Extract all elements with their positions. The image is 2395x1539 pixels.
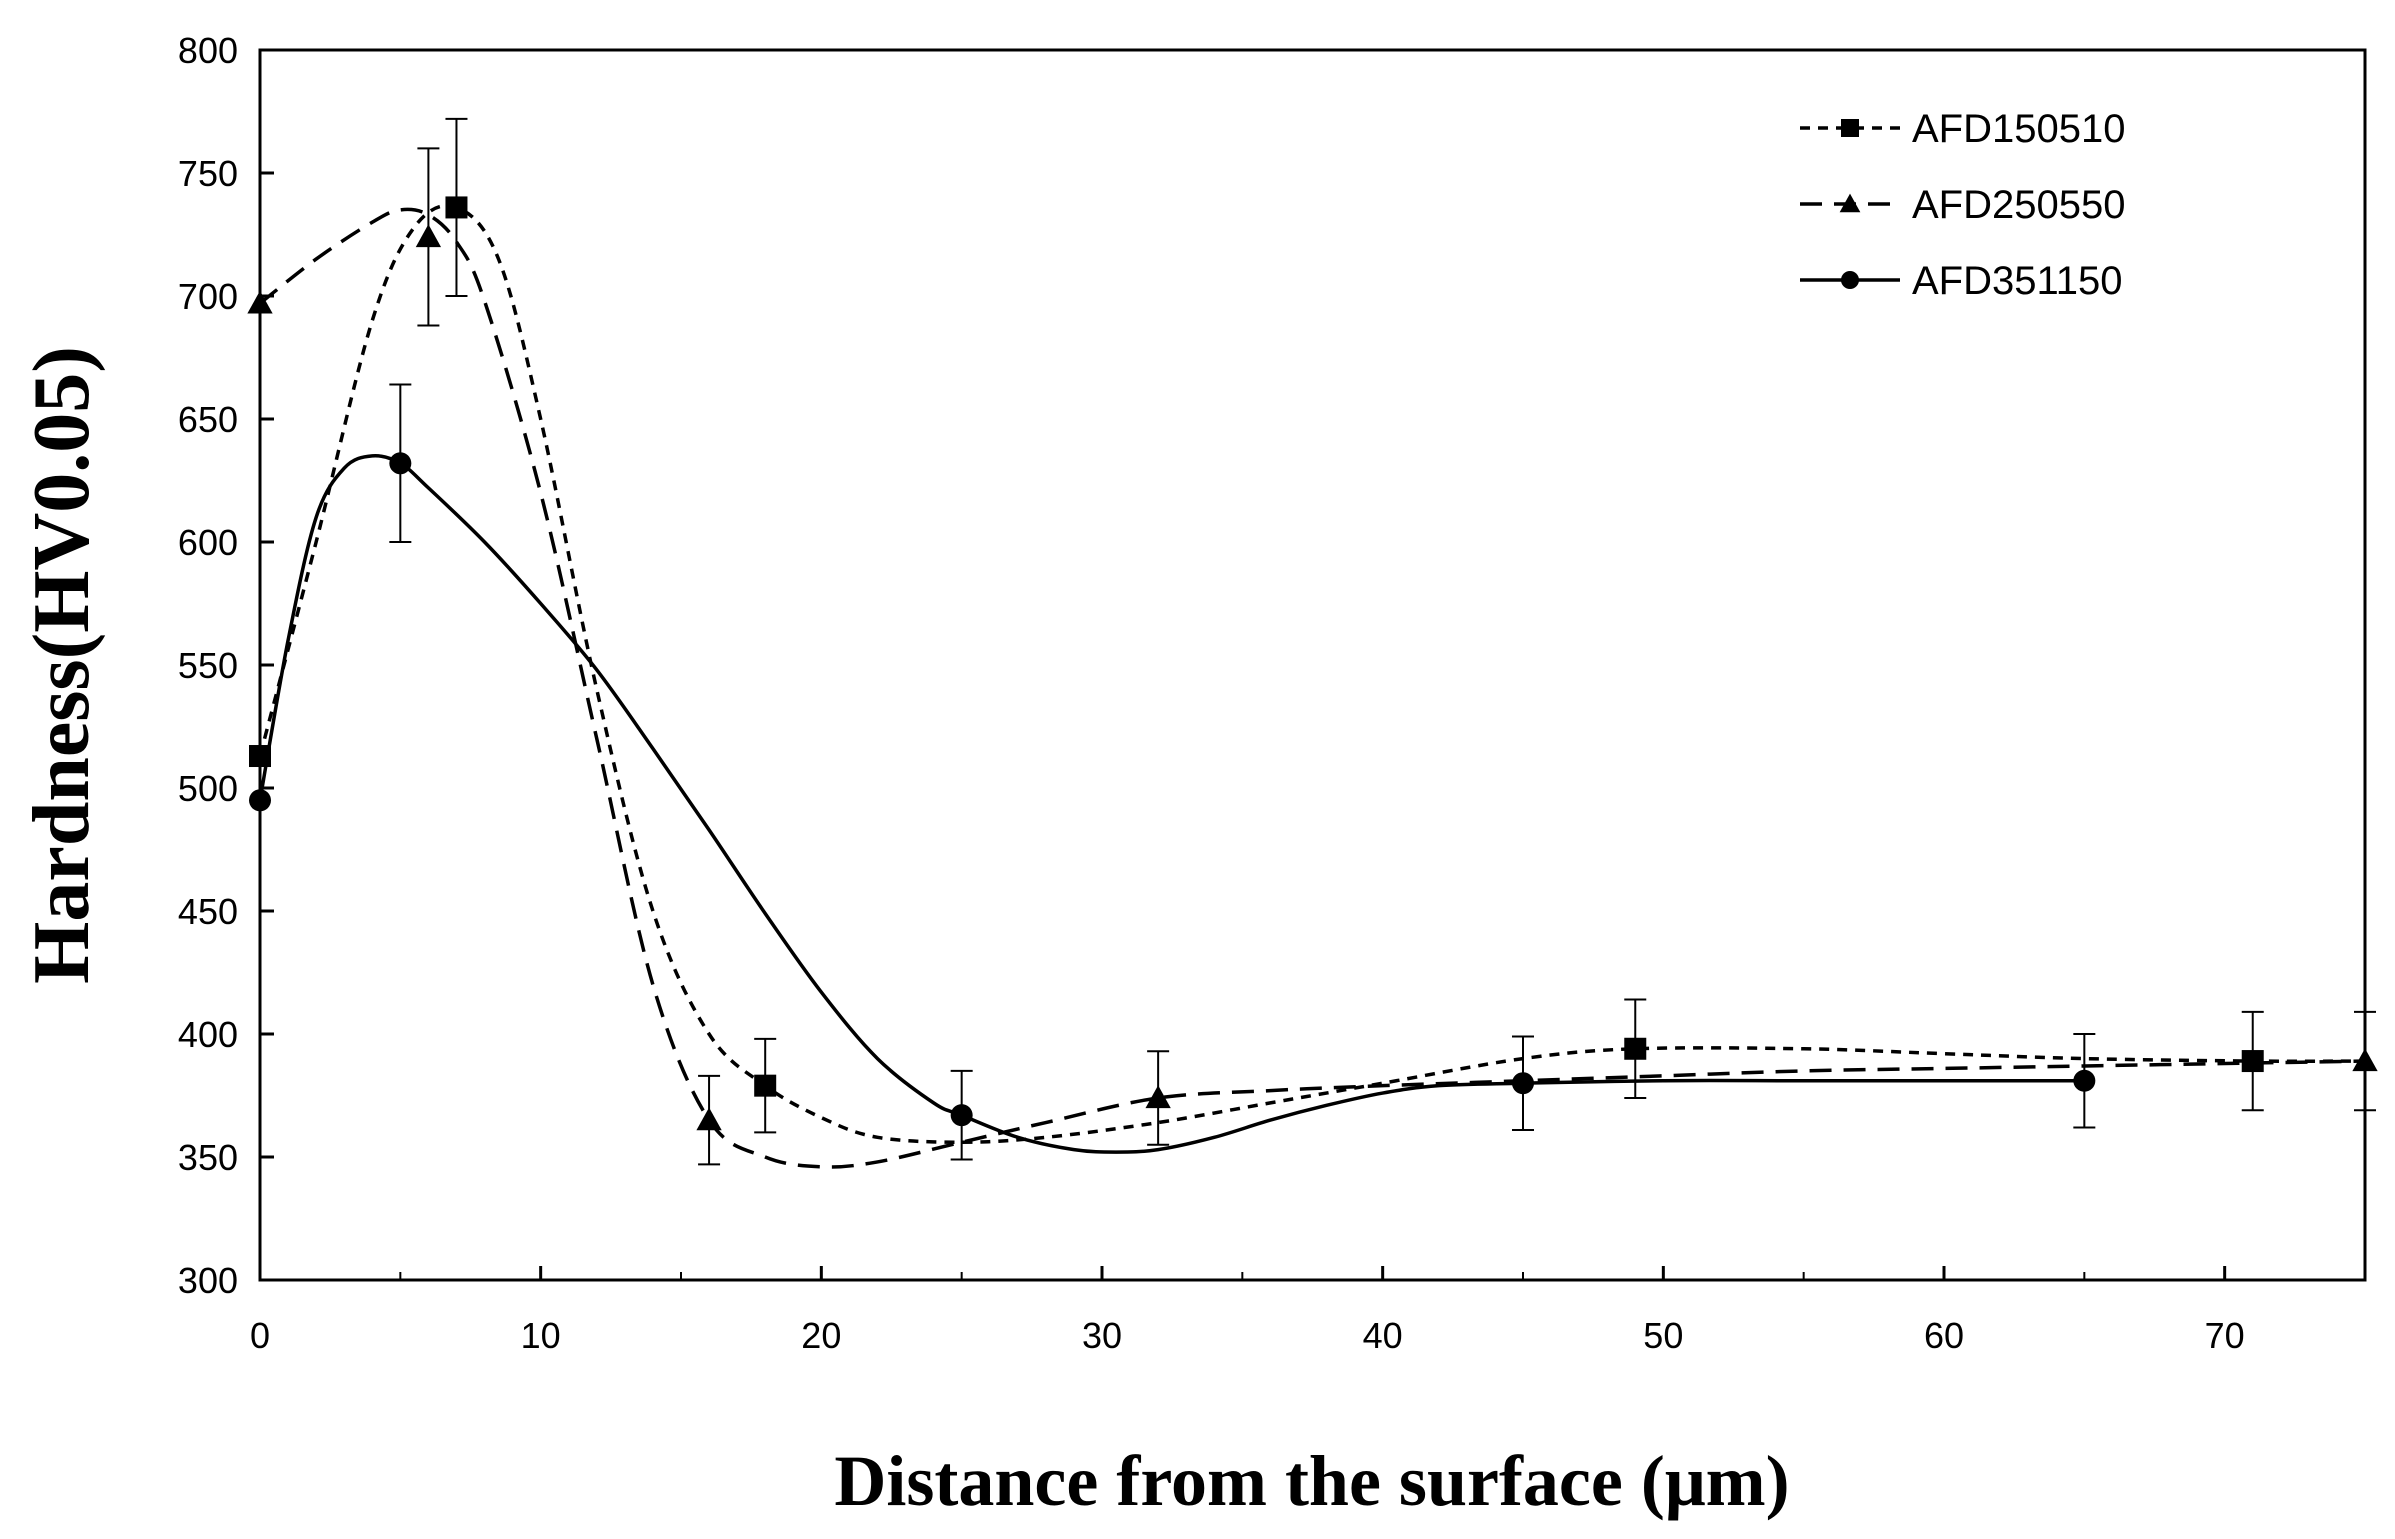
data-markers — [247, 196, 2378, 1131]
legend-label-afd250550: AFD250550 — [1912, 183, 2125, 227]
legend-label-afd150510: AFD150510 — [1912, 107, 2125, 151]
data-point-afd351150 — [2073, 1069, 2096, 1092]
data-point-afd150510 — [1624, 1037, 1647, 1060]
plot-area — [258, 48, 2367, 1282]
y-tick-label: 550 — [178, 645, 238, 686]
x-axis-title: Distance from the surface (μm) — [834, 1441, 1789, 1521]
y-tick-label: 450 — [178, 891, 238, 932]
x-tick-label: 10 — [521, 1315, 561, 1356]
legend-marker-afd351150 — [1841, 271, 1859, 289]
axis-ticks: 300 350 400 450 500 550 600 650 700 750 800 0 10 20 30… — [178, 30, 2245, 1356]
x-tick-label: 20 — [801, 1315, 841, 1356]
y-tick-label: 650 — [178, 399, 238, 440]
x-tick-label: 50 — [1643, 1315, 1683, 1356]
y-tick-label: 700 — [178, 276, 238, 317]
data-point-afd250550 — [1145, 1085, 1171, 1109]
data-point-afd250550 — [2352, 1048, 2378, 1072]
legend: AFD150510 AFD250550 AFD351150 — [1800, 107, 2125, 303]
data-point-afd150510 — [249, 745, 271, 768]
data-point-afd351150 — [1512, 1072, 1534, 1095]
y-tick-label: 750 — [178, 153, 238, 194]
data-point-afd150510 — [754, 1074, 777, 1097]
legend-marker-afd250550 — [1839, 193, 1861, 213]
x-tick-label: 0 — [250, 1315, 270, 1356]
y-tick-label: 500 — [178, 768, 238, 809]
data-point-afd351150 — [389, 452, 412, 475]
y-tick-label: 800 — [178, 30, 238, 71]
x-tick-label: 70 — [2205, 1315, 2245, 1356]
x-tick-label: 60 — [1924, 1315, 1964, 1356]
data-point-afd250550 — [415, 224, 442, 248]
data-point-afd250550 — [696, 1107, 722, 1131]
y-tick-label: 300 — [178, 1260, 238, 1301]
data-point-afd150510 — [445, 196, 468, 219]
data-point-afd351150 — [950, 1104, 973, 1127]
data-point-afd150510 — [2241, 1050, 2264, 1073]
x-tick-label: 30 — [1082, 1315, 1122, 1356]
x-tick-label: 40 — [1363, 1315, 1403, 1356]
y-tick-label: 600 — [178, 522, 238, 563]
y-axis-title: Hardness(HV0.05) — [18, 346, 106, 984]
y-tick-label: 400 — [178, 1014, 238, 1055]
data-point-afd351150 — [249, 789, 271, 812]
y-tick-label: 350 — [178, 1137, 238, 1178]
series-curve-afd150510 — [258, 203, 2366, 1144]
data-point-afd250550 — [247, 290, 273, 314]
series-curve-afd250550 — [258, 207, 2366, 1169]
legend-label-afd351150: AFD351150 — [1912, 259, 2123, 303]
legend-marker-afd150510 — [1841, 119, 1859, 137]
